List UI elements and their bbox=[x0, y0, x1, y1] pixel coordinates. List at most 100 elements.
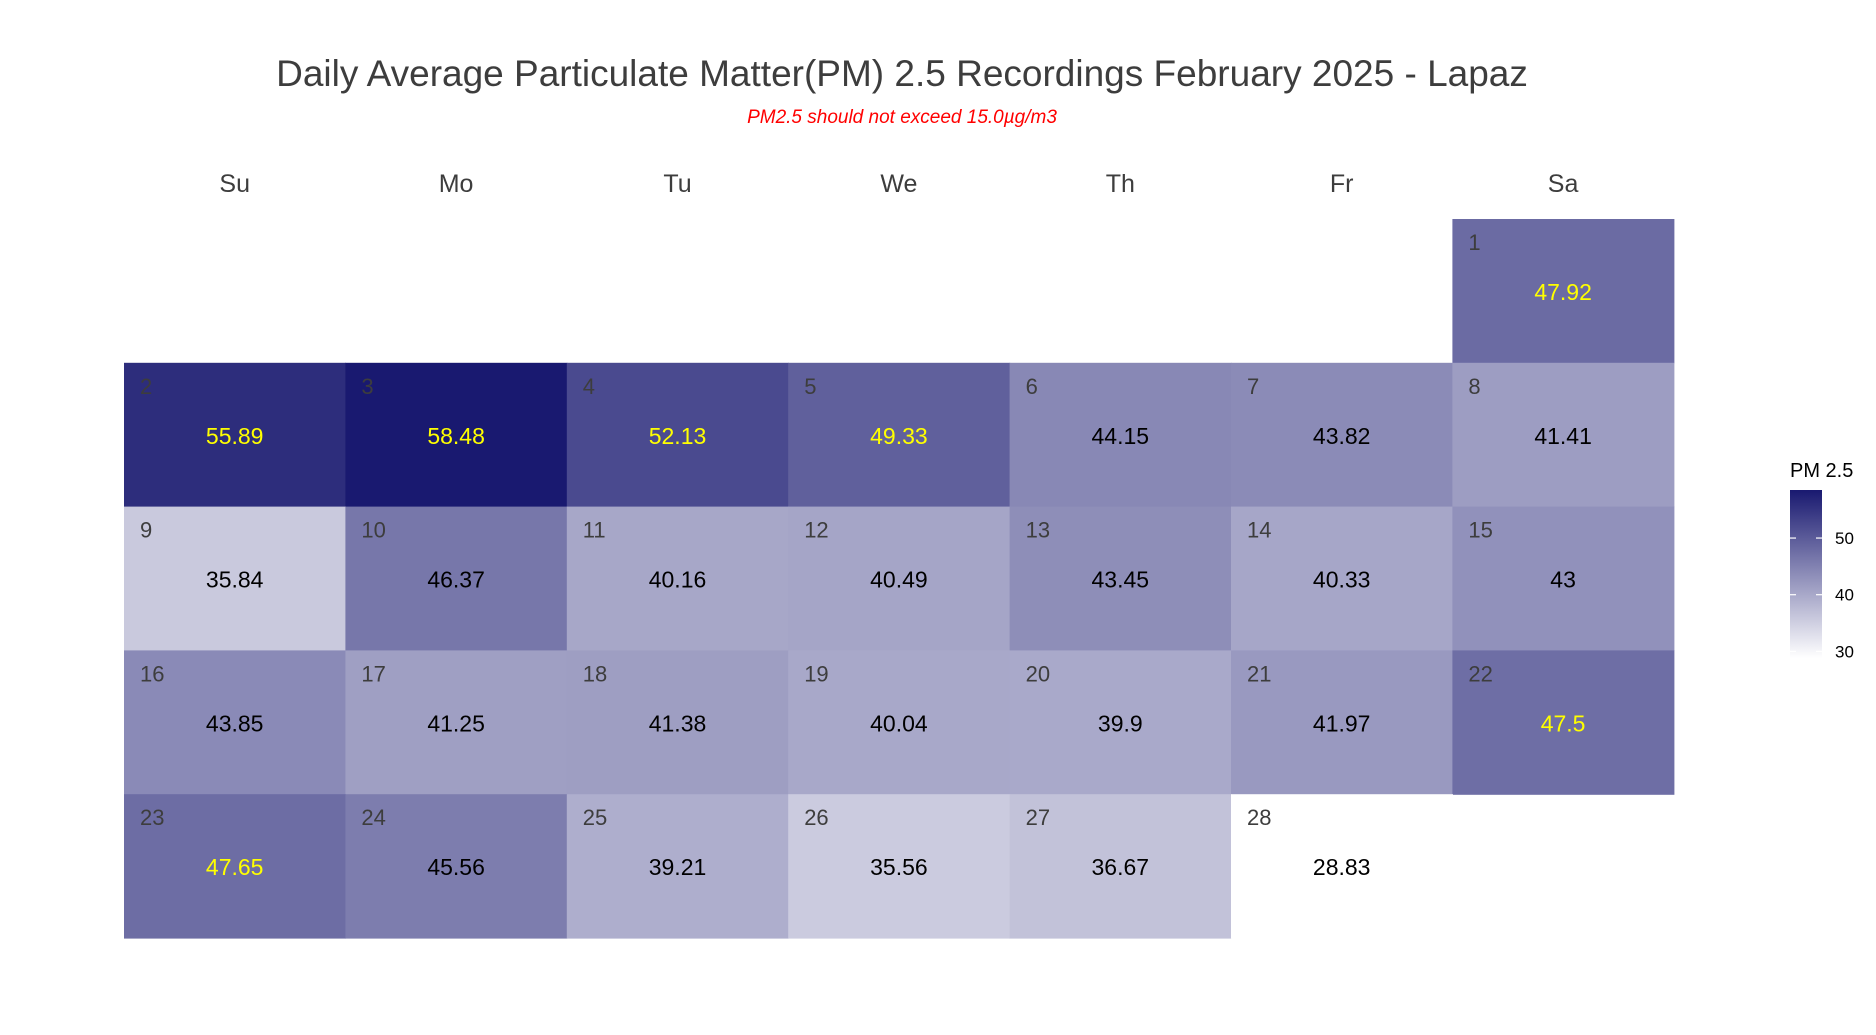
value-label: 36.67 bbox=[1092, 854, 1150, 880]
calendar-cell: 18 41.38 bbox=[566, 650, 789, 795]
value-label: 40.04 bbox=[870, 710, 928, 736]
calendar-cell: 27 36.67 bbox=[1009, 794, 1232, 939]
cell-tile bbox=[566, 506, 789, 651]
value-label: 47.92 bbox=[1534, 279, 1592, 305]
cell-tile bbox=[1452, 650, 1675, 795]
cell-tile bbox=[124, 794, 346, 939]
day-number: 18 bbox=[583, 661, 607, 686]
day-number: 2 bbox=[140, 374, 152, 399]
calendar-cell: 13 43.45 bbox=[1009, 506, 1232, 651]
day-number: 28 bbox=[1247, 805, 1271, 830]
legend-tick-label: 40 bbox=[1835, 586, 1854, 605]
calendar-cell: 20 39.9 bbox=[1009, 650, 1232, 795]
cell-tile bbox=[1009, 794, 1232, 939]
day-number: 5 bbox=[804, 374, 816, 399]
value-label: 39.21 bbox=[649, 854, 707, 880]
calendar-cell: 743.82 bbox=[1231, 362, 1453, 508]
day-number: 16 bbox=[140, 661, 164, 686]
calendar-cell: 549.33 bbox=[788, 362, 1011, 508]
cell-tile bbox=[788, 506, 1011, 651]
value-label: 58.48 bbox=[427, 423, 485, 449]
value-label: 40.33 bbox=[1313, 567, 1371, 593]
calendar-cell: 644.15 bbox=[1009, 362, 1232, 508]
cell-tile bbox=[788, 362, 1011, 508]
day-number: 7 bbox=[1247, 374, 1259, 399]
cell-tile bbox=[1009, 650, 1232, 795]
day-number: 21 bbox=[1247, 661, 1271, 686]
cell-tile bbox=[345, 650, 568, 795]
cell-tile bbox=[1452, 219, 1675, 364]
calendar-cell: 255.89 bbox=[124, 362, 346, 508]
calendar-cell: 28 28.83 bbox=[1231, 794, 1453, 939]
cell-tile bbox=[1231, 506, 1453, 651]
day-number: 9 bbox=[140, 518, 152, 543]
value-label: 43.45 bbox=[1092, 567, 1150, 593]
calendar-cell: 11 40.16 bbox=[566, 506, 789, 651]
calendar-cell: 21 41.97 bbox=[1231, 650, 1453, 795]
chart-subtitle: PM2.5 should not exceed 15.0µg/m3 bbox=[747, 107, 1057, 128]
day-number: 14 bbox=[1247, 518, 1271, 543]
cell-tile bbox=[345, 506, 568, 651]
value-label: 40.49 bbox=[870, 567, 928, 593]
value-label: 47.65 bbox=[206, 854, 264, 880]
day-number: 12 bbox=[804, 518, 828, 543]
day-number: 26 bbox=[804, 805, 828, 830]
calendar-cell: 24 45.56 bbox=[345, 794, 568, 939]
value-label: 41.41 bbox=[1534, 423, 1592, 449]
weekday-label: Fr bbox=[1330, 170, 1354, 198]
day-number: 27 bbox=[1026, 805, 1050, 830]
legend-title: PM 2.5 bbox=[1790, 460, 1853, 482]
day-number: 20 bbox=[1026, 661, 1050, 686]
value-label: 41.25 bbox=[427, 710, 485, 736]
day-number: 10 bbox=[361, 518, 385, 543]
calendar-cell: 12 40.49 bbox=[788, 506, 1011, 651]
day-number: 6 bbox=[1026, 374, 1038, 399]
calendar-cell: 935.84 bbox=[124, 506, 346, 651]
cell-tile bbox=[1231, 362, 1453, 508]
cell-tile bbox=[124, 362, 346, 508]
chart-title: Daily Average Particulate Matter(PM) 2.5… bbox=[276, 53, 1528, 94]
cell-tile bbox=[1231, 650, 1453, 795]
cell-tile bbox=[124, 650, 346, 795]
value-label: 46.37 bbox=[427, 567, 485, 593]
value-label: 43 bbox=[1550, 567, 1576, 593]
value-label: 44.15 bbox=[1092, 423, 1150, 449]
cell-tile bbox=[1452, 506, 1675, 651]
value-label: 52.13 bbox=[649, 423, 707, 449]
day-number: 24 bbox=[361, 805, 385, 830]
day-number: 22 bbox=[1468, 661, 1492, 686]
cell-tile bbox=[566, 650, 789, 795]
calendar-cell: 17 41.25 bbox=[345, 650, 568, 795]
value-label: 47.5 bbox=[1541, 710, 1586, 736]
calendar-cell: 22 47.5 bbox=[1452, 650, 1675, 795]
day-number: 1 bbox=[1468, 230, 1480, 255]
day-number: 4 bbox=[583, 374, 595, 399]
calendar-cell: 841.41 bbox=[1452, 362, 1675, 508]
value-label: 35.84 bbox=[206, 567, 264, 593]
cell-tile bbox=[788, 650, 1011, 795]
value-label: 49.33 bbox=[870, 423, 928, 449]
day-number: 8 bbox=[1468, 374, 1480, 399]
calendar-cell: 16 43.85 bbox=[124, 650, 346, 795]
value-label: 40.16 bbox=[649, 567, 707, 593]
day-number: 15 bbox=[1468, 518, 1492, 543]
cell-tile bbox=[1009, 506, 1232, 651]
calendar-cell: 19 40.04 bbox=[788, 650, 1011, 795]
legend-colorbar bbox=[1790, 490, 1822, 658]
value-label: 55.89 bbox=[206, 423, 264, 449]
calendar-cell: 14 40.33 bbox=[1231, 506, 1453, 651]
cell-tile bbox=[1231, 794, 1453, 939]
day-number: 23 bbox=[140, 805, 164, 830]
calendar-cell: 358.48 bbox=[345, 362, 568, 508]
weekday-label: Th bbox=[1106, 170, 1135, 198]
weekday-label: Sa bbox=[1548, 170, 1579, 198]
cell-tile bbox=[124, 506, 346, 651]
weekday-headers: Su Mo Tu We Th Fr Sa bbox=[219, 170, 1578, 198]
calendar-cell: 147.92 bbox=[1452, 219, 1675, 364]
value-label: 28.83 bbox=[1313, 854, 1371, 880]
value-label: 43.85 bbox=[206, 710, 264, 736]
legend-tick-label: 50 bbox=[1835, 529, 1854, 548]
cell-tile bbox=[1452, 362, 1675, 508]
